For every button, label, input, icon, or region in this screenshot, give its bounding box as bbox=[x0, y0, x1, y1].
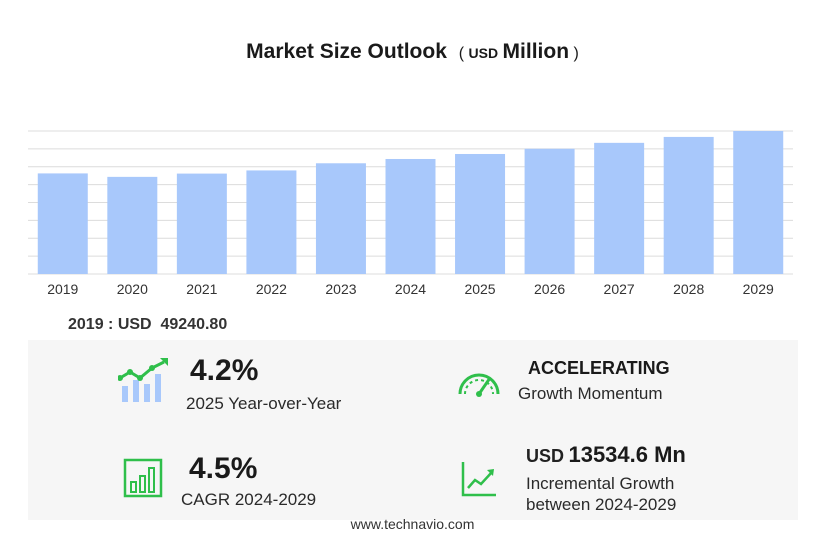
growth-bars-icon bbox=[118, 358, 168, 402]
incremental-label-1: Incremental Growth bbox=[526, 474, 675, 493]
kpi-yoy: 4.2% 2025 Year-over-Year bbox=[118, 354, 378, 416]
unit-open: ( bbox=[458, 45, 465, 62]
cagr-value: 4.5% bbox=[189, 452, 258, 485]
yoy-label: 2025 Year-over-Year bbox=[186, 394, 342, 413]
momentum-label: Growth Momentum bbox=[518, 384, 663, 403]
incremental-value: USD 13534.6 Mn bbox=[526, 442, 686, 468]
momentum-value: ACCELERATING bbox=[528, 358, 670, 378]
bar-2026 bbox=[524, 148, 575, 274]
base-year-amount: 49240.80 bbox=[160, 316, 228, 333]
x-tick-label: 2027 bbox=[604, 281, 635, 297]
unit-close: ) bbox=[573, 45, 579, 62]
bar-chart-icon bbox=[123, 458, 163, 498]
bar-2021 bbox=[176, 173, 227, 274]
kpi-incremental: USD 13534.6 Mn Incremental Growth betwee… bbox=[460, 440, 780, 520]
bar-chart: 2019 2020 2021 2022 2023 2024 2025 2026 2027 2028… bbox=[28, 130, 793, 297]
bar-2029 bbox=[733, 131, 784, 274]
bar-2024 bbox=[385, 158, 436, 274]
incremental-label-2: between 2024-2029 bbox=[526, 495, 677, 514]
x-tick-label: 2022 bbox=[256, 281, 287, 297]
chart-title-text: Market Size Outlook bbox=[246, 40, 447, 63]
bar-2027 bbox=[594, 142, 645, 274]
unit-currency: USD bbox=[468, 45, 499, 61]
speedometer-icon bbox=[458, 373, 500, 397]
x-tick-label: 2021 bbox=[186, 281, 217, 297]
bar-2025 bbox=[455, 153, 506, 274]
bar-2022 bbox=[246, 170, 297, 274]
chart-title-unit: ( USD Million ) bbox=[458, 40, 579, 63]
x-tick-label: 2020 bbox=[117, 281, 148, 297]
incremental-amount: 13534.6 Mn bbox=[568, 442, 686, 467]
bar-2028 bbox=[663, 136, 714, 274]
base-year-label: 2019 : USD bbox=[68, 316, 152, 333]
x-tick-label: 2029 bbox=[743, 281, 774, 297]
x-tick-label: 2028 bbox=[673, 281, 704, 297]
yoy-value: 4.2% bbox=[190, 354, 259, 387]
incremental-currency: USD bbox=[526, 446, 565, 466]
base-year-value: 2019 : USD 49240.80 bbox=[68, 316, 227, 334]
bar-2020 bbox=[107, 176, 158, 274]
bar-2023 bbox=[315, 163, 366, 274]
kpi-panel: 4.2% 2025 Year-over-Year ACCELERATING Gr… bbox=[28, 340, 798, 520]
chart-title: Market Size Outlook ( USD Million ) bbox=[0, 40, 825, 64]
kpi-cagr: 4.5% CAGR 2024-2029 bbox=[123, 452, 383, 512]
x-tick-label: 2026 bbox=[534, 281, 565, 297]
source-footer: www.technavio.com bbox=[350, 516, 475, 532]
x-tick-label: 2023 bbox=[325, 281, 356, 297]
x-tick-label: 2019 bbox=[47, 281, 78, 297]
x-tick-label: 2024 bbox=[395, 281, 426, 297]
trend-up-icon bbox=[461, 462, 496, 497]
kpi-momentum: ACCELERATING Growth Momentum bbox=[456, 356, 756, 416]
x-tick-label: 2025 bbox=[464, 281, 495, 297]
cagr-label: CAGR 2024-2029 bbox=[181, 490, 317, 509]
unit-scale: Million bbox=[502, 40, 570, 63]
bar-2019 bbox=[37, 173, 88, 274]
